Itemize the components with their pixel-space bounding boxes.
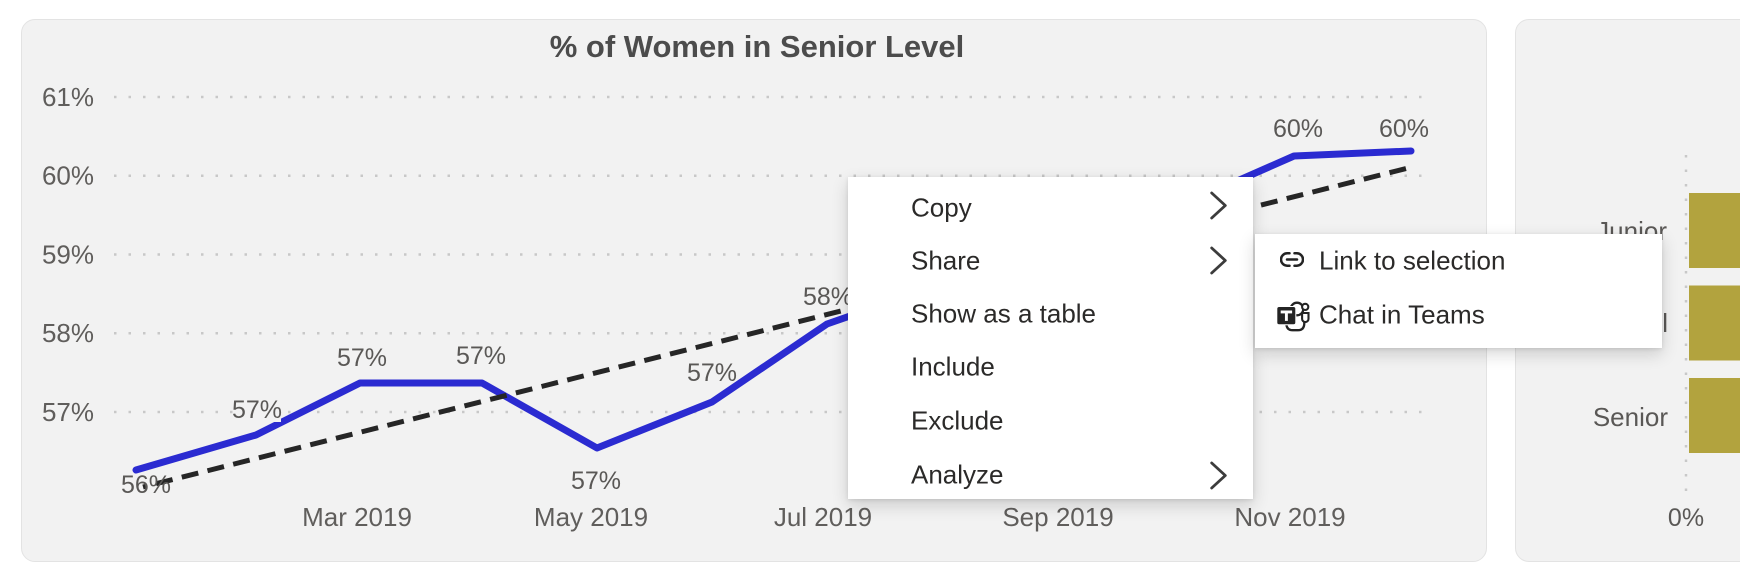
svg-text:60%: 60%	[1379, 115, 1429, 143]
svg-text:58%: 58%	[42, 318, 94, 348]
svg-text:May 2019: May 2019	[534, 502, 648, 532]
svg-text:60%: 60%	[1273, 115, 1323, 143]
svg-text:Nov 2019: Nov 2019	[1234, 502, 1345, 532]
svg-text:Senior: Senior	[1593, 402, 1668, 432]
svg-text:57%: 57%	[232, 396, 282, 424]
svg-text:57%: 57%	[337, 344, 387, 372]
svg-text:57%: 57%	[456, 342, 506, 370]
svg-text:% of Women in Senior Level: % of Women in Senior Level	[550, 29, 965, 64]
svg-text:58%: 58%	[803, 283, 853, 311]
svg-text:57%: 57%	[687, 359, 737, 387]
svg-text:60%: 60%	[42, 161, 94, 191]
svg-text:Mar 2019: Mar 2019	[302, 502, 412, 532]
svg-text:Jul 2019: Jul 2019	[774, 502, 872, 532]
svg-text:61%: 61%	[42, 82, 94, 112]
svg-text:57%: 57%	[42, 397, 94, 427]
svg-text:0%: 0%	[1668, 504, 1704, 532]
svg-text:59%: 59%	[42, 240, 94, 270]
svg-text:57%: 57%	[571, 467, 621, 495]
svg-text:Sep 2019: Sep 2019	[1002, 502, 1113, 532]
svg-text:56%: 56%	[121, 471, 171, 499]
